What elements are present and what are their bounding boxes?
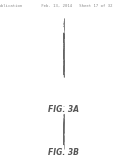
Ellipse shape [64, 60, 65, 72]
Text: FIG. 3B: FIG. 3B [49, 148, 79, 157]
FancyBboxPatch shape [63, 43, 64, 66]
Text: FIG. 3A: FIG. 3A [49, 105, 79, 114]
Polygon shape [63, 119, 64, 142]
Text: Patent Application Publication        Feb. 13, 2014   Sheet 17 of 32         US : Patent Application Publication Feb. 13, … [0, 4, 128, 8]
Ellipse shape [64, 64, 65, 78]
